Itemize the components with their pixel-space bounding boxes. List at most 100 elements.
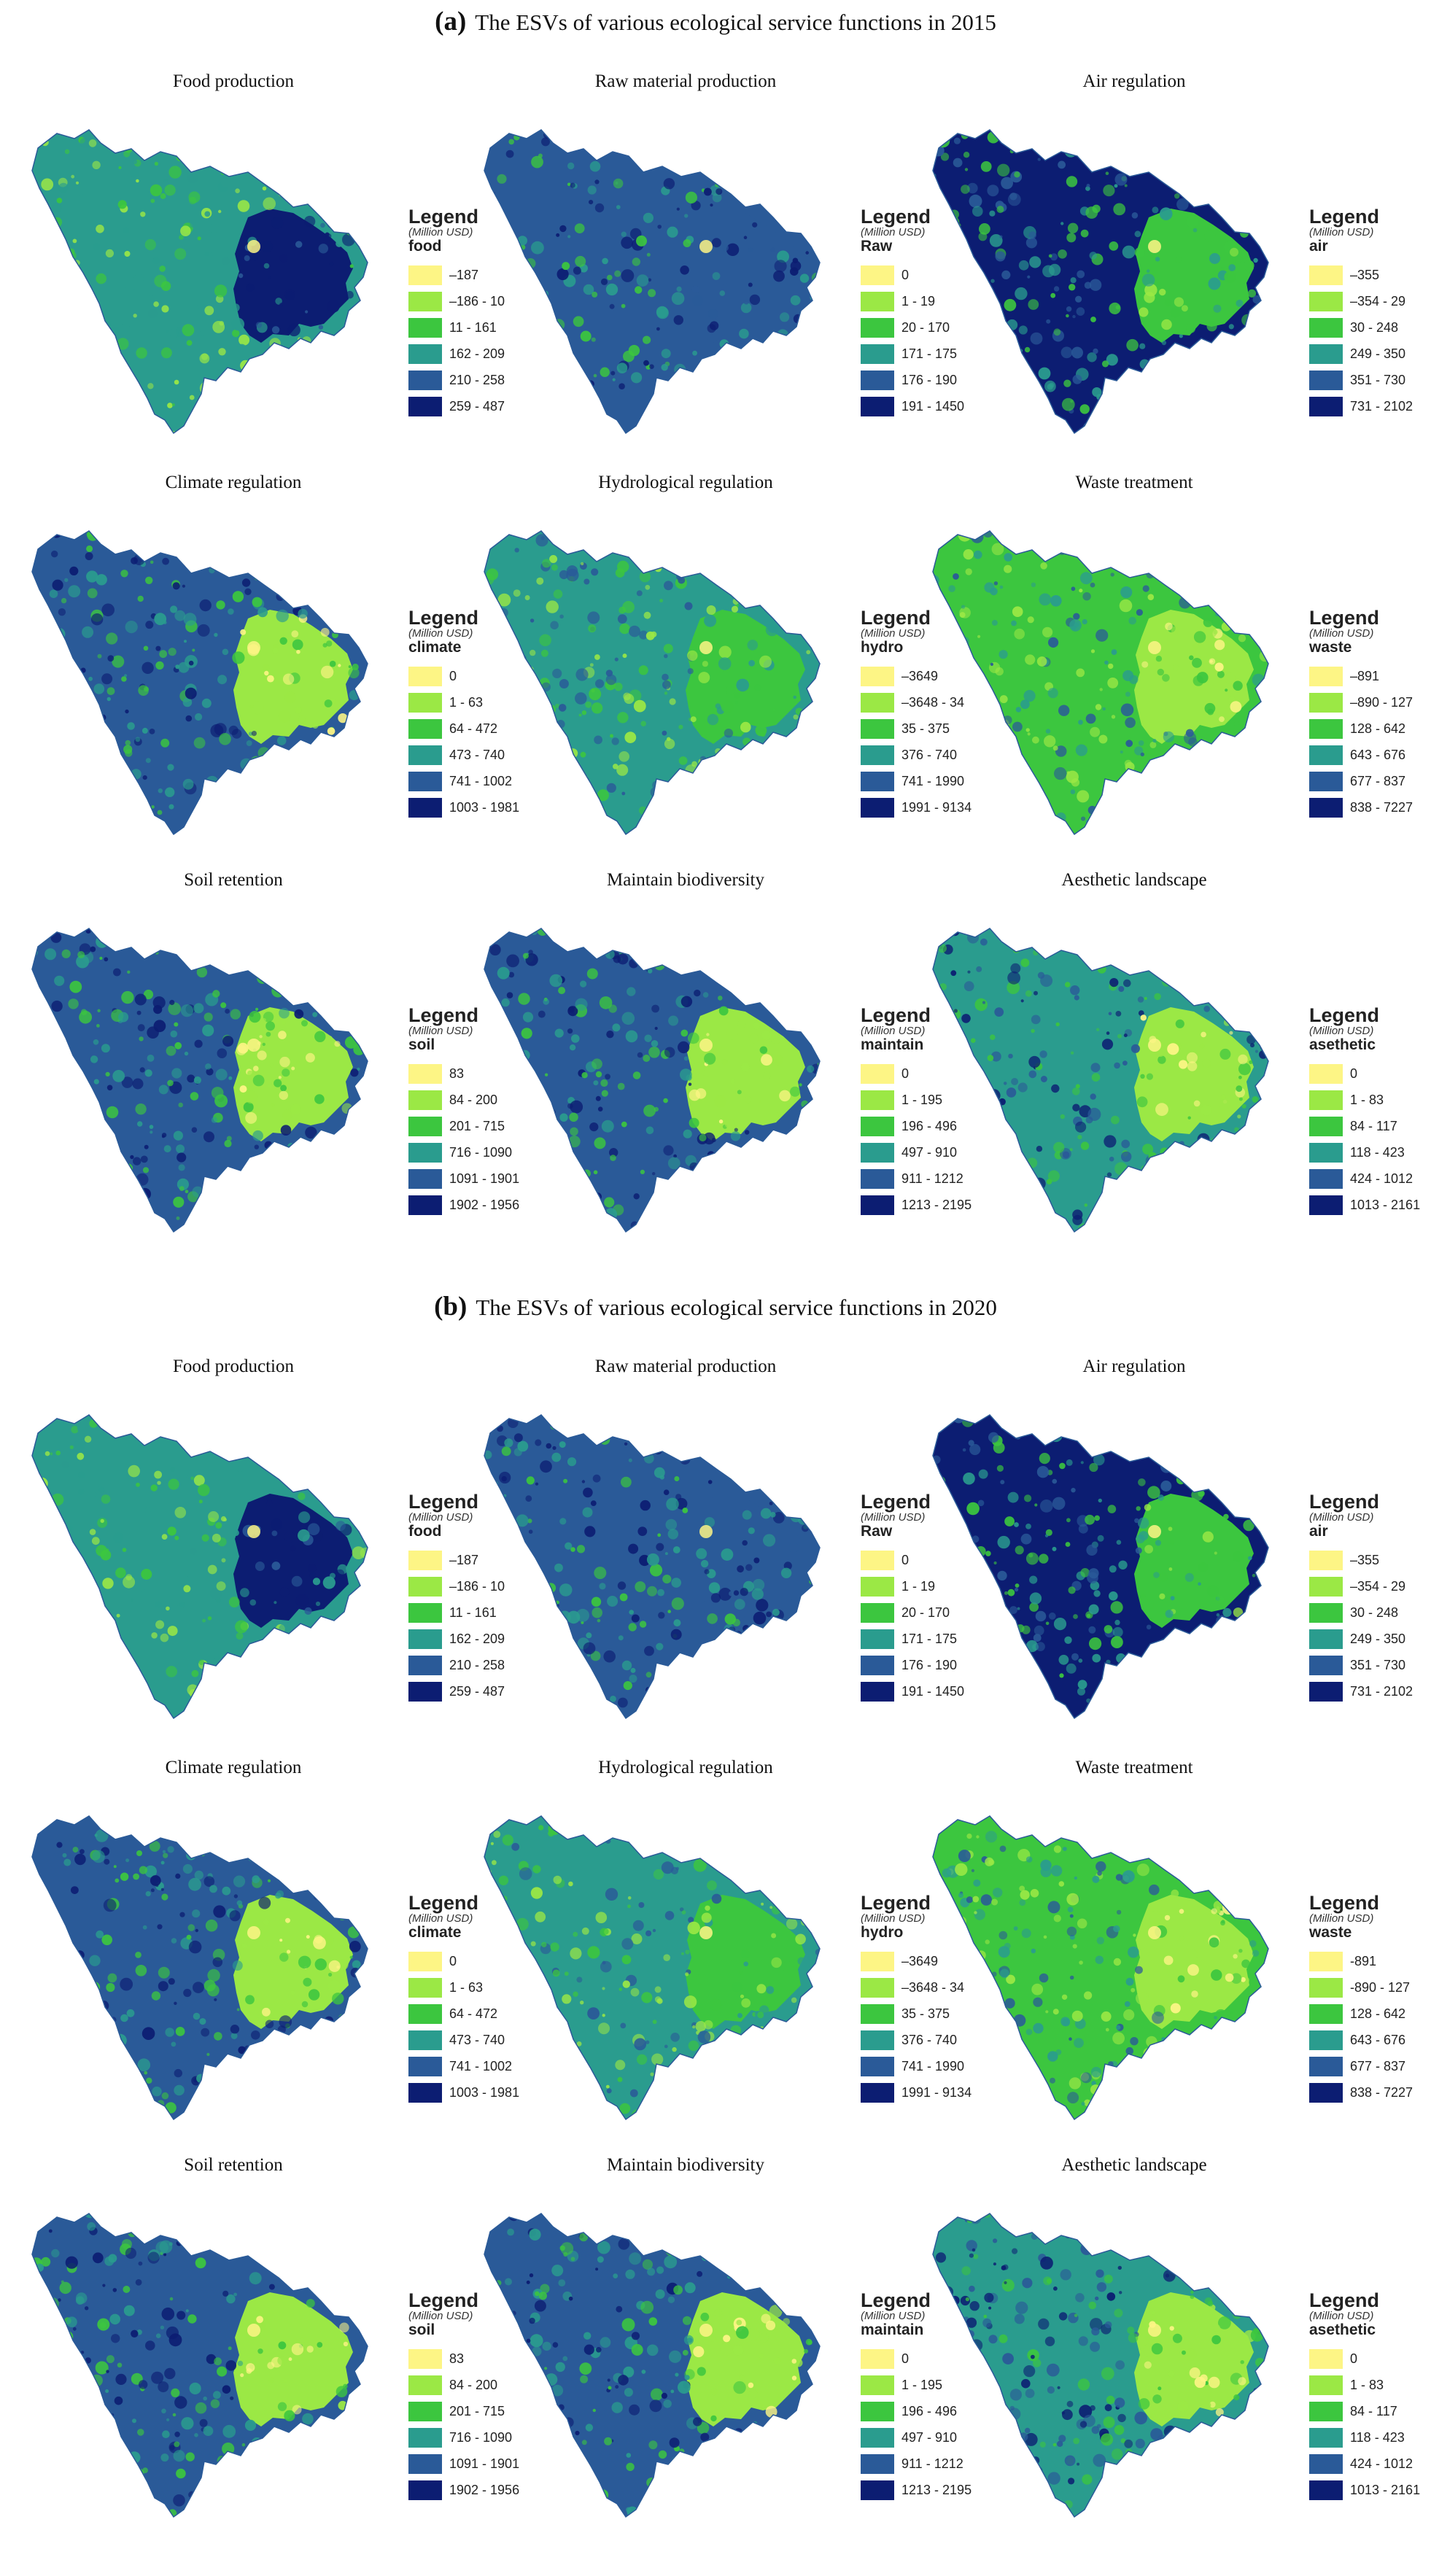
legend-item: 1013 - 2161 xyxy=(1309,1192,1420,1218)
legend-swatch xyxy=(408,2480,442,2500)
legend-range-label: 376 - 740 xyxy=(901,747,958,762)
legend-range-label: 0 xyxy=(449,668,457,683)
legend-heading: Legend xyxy=(1309,1004,1380,1026)
legend-layer-name: hydro xyxy=(861,1924,904,1941)
legend-range-label: –355 xyxy=(1350,267,1380,282)
legend-range-label: 716 - 1090 xyxy=(449,2429,513,2445)
legend-range-label: 1013 - 2161 xyxy=(1350,2482,1421,2497)
legend-heading: Legend xyxy=(1309,2289,1380,2311)
legend-item: 128 - 642 xyxy=(1309,2001,1405,2027)
legend-range-label: 128 - 642 xyxy=(1350,2006,1406,2021)
legend-item: 643 - 676 xyxy=(1309,742,1405,768)
legend-item: 1991 - 9134 xyxy=(861,2079,972,2106)
legend-swatch xyxy=(408,1576,442,1597)
legend-range-label: 11 - 161 xyxy=(449,319,497,335)
legend-range-label: 716 - 1090 xyxy=(449,1144,513,1160)
legend-swatch xyxy=(1309,1602,1343,1623)
legend-swatch xyxy=(861,1681,894,1702)
legend-heading: Legend xyxy=(408,1892,479,1914)
legend-item: 0 xyxy=(1309,2346,1382,2372)
legend-item: 84 - 117 xyxy=(1309,2398,1397,2424)
legend-layer-name: maintain xyxy=(861,2321,924,2338)
legend-range-label: 1 - 195 xyxy=(901,2377,943,2392)
legend-range-label: 1 - 19 xyxy=(901,293,936,309)
legend-unit: (Million USD) xyxy=(861,2310,926,2322)
legend-swatch xyxy=(861,344,894,364)
section-letter: (a) xyxy=(435,7,467,36)
legend-swatch xyxy=(861,2453,894,2474)
legend-swatch xyxy=(408,1951,442,1971)
legend-unit: (Million USD) xyxy=(408,627,473,640)
legend-unit: (Million USD) xyxy=(1309,1025,1374,1037)
legend-swatch xyxy=(1309,2453,1343,2474)
legend-item: 249 - 350 xyxy=(1309,1626,1405,1652)
legend-range-label: 176 - 190 xyxy=(901,1657,958,1672)
legend-layer-name: soil xyxy=(408,1036,435,1053)
legend-swatch xyxy=(1309,1090,1343,1110)
legend-range-label: 643 - 676 xyxy=(1350,747,1406,762)
map-panel-waste: Waste treatment Legend (Million USD) waste –… xyxy=(915,473,1413,852)
legend-layer-name: climate xyxy=(408,639,462,656)
legend-range-label: 424 - 1012 xyxy=(1350,2456,1413,2471)
legend-heading: Legend xyxy=(861,1892,931,1914)
legend-swatch xyxy=(1309,797,1343,818)
legend-item: 83 xyxy=(408,2346,481,2372)
legend-swatch xyxy=(1309,745,1343,765)
section-title: (a) The ESVs of various ecological servic… xyxy=(0,6,1431,37)
legend-range-label: –3648 - 34 xyxy=(901,1979,965,1995)
legend-swatch xyxy=(408,1090,442,1110)
legend-item: 1902 - 1956 xyxy=(408,2477,519,2503)
legend-item: 1213 - 2195 xyxy=(861,1192,972,1218)
legend-swatch xyxy=(1309,2056,1343,2076)
legend-range-label: 1 - 19 xyxy=(901,1578,936,1594)
legend-heading: Legend xyxy=(408,2289,479,2311)
legend: Legend (Million USD) Raw 0 1 - 19 20 - 170 171… xyxy=(861,1491,964,1704)
legend-item: 249 - 350 xyxy=(1309,341,1405,367)
province-map xyxy=(31,1414,368,1720)
province-map xyxy=(484,2213,821,2518)
legend-range-label: 1991 - 9134 xyxy=(901,2084,972,2100)
legend-item: 35 - 375 xyxy=(861,2001,950,2027)
legend-swatch xyxy=(861,692,894,713)
legend-item: 20 - 170 xyxy=(861,1599,950,1626)
legend-range-label: 84 - 117 xyxy=(1350,1118,1397,1133)
legend-range-label: 83 xyxy=(449,1066,465,1081)
legend-item: 128 - 642 xyxy=(1309,715,1405,742)
legend-heading: Legend xyxy=(861,1004,931,1026)
province-map xyxy=(31,1815,368,2121)
legend-swatch xyxy=(1309,771,1343,791)
panel-title: Maintain biodiversity xyxy=(607,2155,764,2175)
legend-range-label: 259 - 487 xyxy=(449,398,505,414)
legend-swatch xyxy=(1309,317,1343,338)
panel-title: Raw material production xyxy=(594,71,777,91)
legend-item: –3649 xyxy=(861,663,938,689)
legend-item: 162 - 209 xyxy=(408,1626,505,1652)
legend-swatch xyxy=(408,1681,442,1702)
legend-item: 473 - 740 xyxy=(408,2027,505,2053)
legend-swatch xyxy=(1309,2375,1343,2395)
legend-item: 191 - 1450 xyxy=(861,393,964,419)
legend-item: 176 - 190 xyxy=(861,367,957,393)
legend-range-label: 677 - 837 xyxy=(1350,773,1406,788)
legend-swatch xyxy=(408,265,442,285)
legend-swatch xyxy=(861,2427,894,2448)
legend-item: 118 - 423 xyxy=(1309,1139,1405,1165)
legend-item: –187 xyxy=(408,262,481,288)
legend: Legend (Million USD) maintain 0 1 - 195 196 -… xyxy=(861,1004,972,1218)
legend-unit: (Million USD) xyxy=(861,1511,926,1524)
legend-item: 201 - 715 xyxy=(408,2398,505,2424)
legend: Legend (Million USD) soil 83 84 - 200 201 - 7… xyxy=(408,2289,519,2503)
legend-range-label: 1003 - 1981 xyxy=(449,2084,520,2100)
legend-swatch xyxy=(408,291,442,311)
legend-item: 911 - 1212 xyxy=(861,2451,963,2477)
legend-item: 677 - 837 xyxy=(1309,2053,1405,2079)
map-panel-climate: Climate regulation Legend (Million USD) cli… xyxy=(15,473,519,852)
legend-range-label: 351 - 730 xyxy=(1350,372,1406,387)
legend-range-label: 1091 - 1901 xyxy=(449,1171,520,1186)
legend-swatch xyxy=(861,2348,894,2369)
legend-swatch xyxy=(408,692,442,713)
legend-range-label: 0 xyxy=(901,267,910,282)
legend-unit: (Million USD) xyxy=(1309,627,1374,640)
panel-title: Climate regulation xyxy=(165,1758,302,1777)
legend-range-label: 0 xyxy=(1350,1066,1358,1081)
